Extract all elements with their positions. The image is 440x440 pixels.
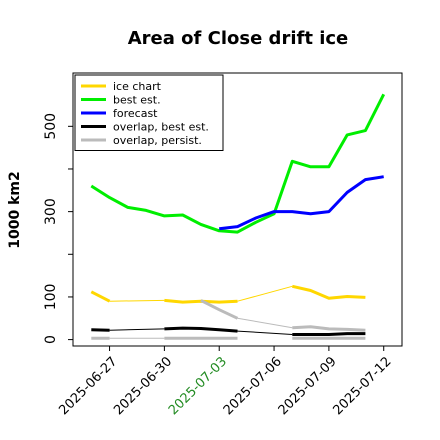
x-tick-label: 2025-07-12	[331, 354, 395, 418]
x-tick-label: 2025-07-03	[166, 354, 230, 418]
series-line-ice-chart	[90, 290, 111, 303]
x-tick-label: 2025-07-09	[276, 354, 340, 418]
y-tick-label: 0	[43, 335, 59, 344]
legend-label: forecast	[113, 107, 158, 120]
series-line-overlap-best-est-	[164, 326, 238, 333]
legend-label: ice chart	[113, 80, 162, 93]
series-line-overlap-best-est-	[237, 330, 293, 335]
series-line-ice-chart	[109, 299, 165, 302]
legend-label: best est.	[113, 94, 161, 107]
legend-label: overlap, persist.	[113, 134, 202, 147]
x-tick-label: 2025-07-06	[221, 354, 285, 418]
series-line-overlap-best-est-	[109, 328, 165, 331]
y-tick-label: 500	[43, 113, 59, 140]
series-line-best-est-	[90, 93, 386, 234]
series-line-overlap-persist-	[292, 325, 366, 332]
series-line-overlap-best-est-	[292, 332, 366, 336]
y-tick-label: 100	[43, 284, 59, 311]
chart-title: Area of Close drift ice	[128, 28, 349, 49]
x-tick-label: 2025-06-30	[111, 354, 175, 418]
series-line-ice-chart	[237, 285, 293, 302]
plot-frame	[72, 72, 403, 347]
series-line-overlap-persist-	[237, 317, 293, 329]
series-line-forecast	[219, 175, 384, 231]
series-line-ice-chart	[291, 284, 366, 300]
legend-label: overlap, best est.	[113, 121, 209, 134]
series-line-overlap-persist-	[200, 299, 239, 320]
y-axis-label: 1000 km2	[7, 171, 23, 248]
y-tick-label: 300	[43, 198, 59, 225]
x-tick-label: 2025-06-27	[56, 354, 120, 418]
